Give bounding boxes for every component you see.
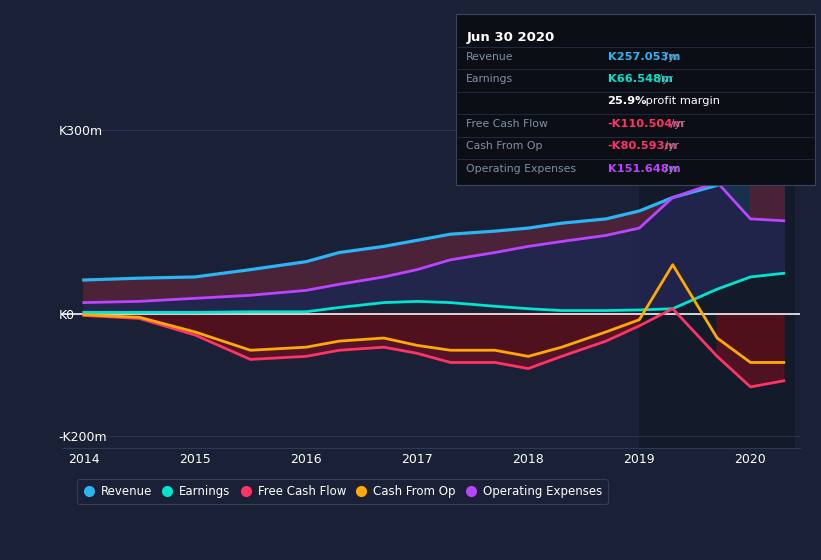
Text: Cash From Op: Cash From Op (466, 141, 543, 151)
Text: /yr: /yr (655, 74, 673, 84)
Text: K257.053m: K257.053m (608, 52, 680, 62)
Text: Operating Expenses: Operating Expenses (466, 164, 576, 174)
Text: -K80.593m: -K80.593m (608, 141, 677, 151)
Text: /yr: /yr (661, 164, 679, 174)
Text: /yr: /yr (667, 119, 685, 129)
Text: /yr: /yr (661, 52, 679, 62)
Text: K66.548m: K66.548m (608, 74, 672, 84)
Text: K151.648m: K151.648m (608, 164, 680, 174)
Legend: Revenue, Earnings, Free Cash Flow, Cash From Op, Operating Expenses: Revenue, Earnings, Free Cash Flow, Cash … (77, 479, 608, 504)
Bar (640, 112, 795, 448)
Text: 25.9%: 25.9% (608, 96, 647, 106)
Text: Jun 30 2020: Jun 30 2020 (466, 31, 554, 44)
Text: profit margin: profit margin (642, 96, 720, 106)
Text: Earnings: Earnings (466, 74, 513, 84)
Text: -K110.504m: -K110.504m (608, 119, 685, 129)
Text: /yr: /yr (661, 141, 679, 151)
Text: Free Cash Flow: Free Cash Flow (466, 119, 548, 129)
Text: Revenue: Revenue (466, 52, 514, 62)
